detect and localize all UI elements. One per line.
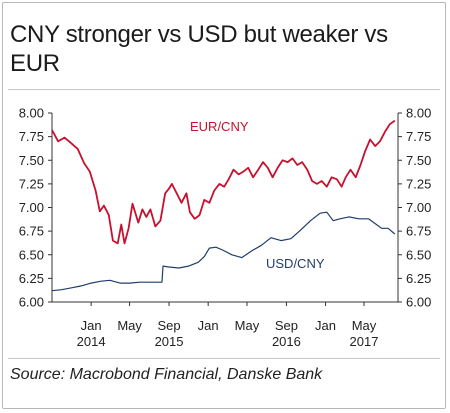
y-tick-label-left: 6.75 bbox=[19, 224, 44, 239]
source-divider bbox=[8, 358, 440, 359]
x-tick-label-month: May bbox=[352, 318, 377, 333]
x-tick-label-year: 2016 bbox=[272, 334, 301, 349]
y-tick-label-left: 7.25 bbox=[19, 176, 44, 191]
series-line-usd-cny bbox=[51, 211, 396, 292]
axes: 8.00 8.00 7.75 7.75 7.50 7.50 7.25 7.25 7.00 7.00… bbox=[19, 106, 432, 350]
y-tick-label-right: 7.50 bbox=[406, 153, 431, 168]
y-tick-label-right: 7.25 bbox=[406, 176, 431, 191]
series-line-eur-cny bbox=[51, 119, 396, 245]
y-tick-label-left: 6.25 bbox=[19, 271, 44, 286]
y-tick-label-right: 6.25 bbox=[406, 271, 431, 286]
series-lines bbox=[51, 119, 396, 292]
chart-title: CNY stronger vs USD but weaker vs EUR bbox=[10, 21, 388, 77]
x-tick-label-month: May bbox=[235, 318, 260, 333]
y-tick-label-right: 6.00 bbox=[406, 295, 431, 310]
title-divider bbox=[8, 89, 440, 90]
y-tick-label-left: 8.00 bbox=[19, 106, 44, 121]
y-tick-label-left: 7.00 bbox=[19, 200, 44, 215]
y-tick-label-left: 6.50 bbox=[19, 247, 44, 262]
y-tick-label-left: 7.50 bbox=[19, 153, 44, 168]
y-tick-label-left: 6.00 bbox=[19, 295, 44, 310]
y-tick-label-left: 7.75 bbox=[19, 129, 44, 144]
series-label-usd-cny: USD/CNY bbox=[266, 256, 325, 271]
chart-frame bbox=[2, 2, 446, 409]
x-tick-label-month: Sep bbox=[275, 318, 298, 333]
x-tick-label-year: 2017 bbox=[350, 334, 379, 349]
series-label-eur-cny: EUR/CNY bbox=[190, 119, 249, 134]
y-tick-label-right: 7.75 bbox=[406, 129, 431, 144]
source-note: Source: Macrobond Financial, Danske Bank bbox=[10, 366, 323, 383]
x-tick-label-month: May bbox=[117, 318, 142, 333]
x-tick-label-year: 2014 bbox=[77, 334, 106, 349]
y-tick-label-right: 6.50 bbox=[406, 247, 431, 262]
x-tick-label-month: Sep bbox=[157, 318, 180, 333]
x-tick-label-month: Jan bbox=[81, 318, 102, 333]
y-tick-label-right: 6.75 bbox=[406, 224, 431, 239]
y-tick-label-right: 8.00 bbox=[406, 106, 431, 121]
y-tick-label-right: 7.00 bbox=[406, 200, 431, 215]
x-tick-label-month: Jan bbox=[315, 318, 336, 333]
x-tick-label-month: Jan bbox=[198, 318, 219, 333]
x-tick-label-year: 2015 bbox=[155, 334, 184, 349]
